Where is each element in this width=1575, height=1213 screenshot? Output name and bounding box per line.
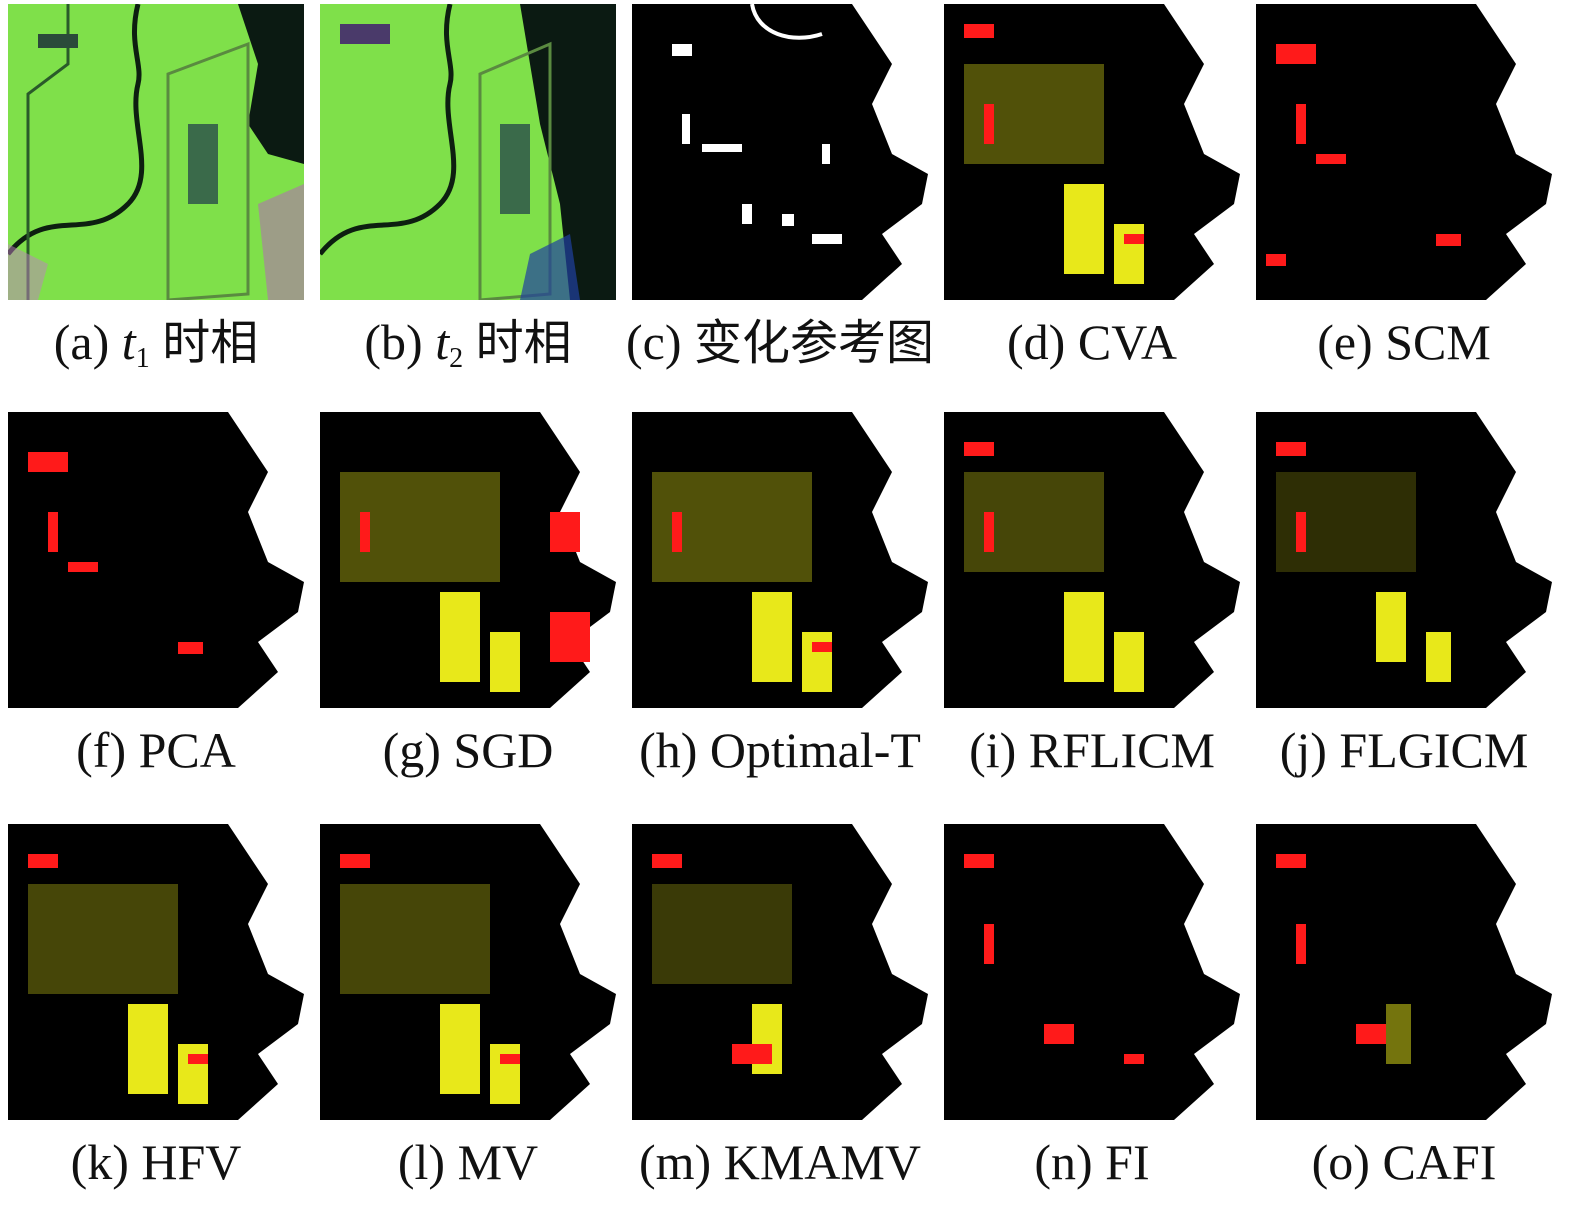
panel-h-caption: (h) Optimal-T (616, 720, 944, 780)
result-map-cafi (1256, 824, 1552, 1120)
panel-title: 时相 (162, 315, 259, 371)
panel-label: (g) (382, 722, 441, 778)
change-reference-map (632, 4, 928, 300)
panel-title: KMAMV (723, 1134, 921, 1190)
panel-label: (c) (625, 314, 682, 370)
result-map-mv (320, 824, 616, 1120)
result-map-kmamv (632, 824, 928, 1120)
panel-title: 变化参考图 (693, 315, 934, 371)
panel-b-caption: (b) t2 时相 (304, 312, 632, 373)
panel-title: SCM (1385, 314, 1491, 370)
panel-d-caption: (d) CVA (928, 312, 1256, 372)
panel-title: SGD (453, 722, 554, 778)
panel-title: CAFI (1382, 1134, 1497, 1190)
panel-label: (n) (1034, 1134, 1093, 1190)
time-variable: t (435, 314, 450, 370)
panel-label: (h) (639, 722, 698, 778)
panel-label: (d) (1007, 314, 1066, 370)
panel-label: (o) (1311, 1134, 1370, 1190)
result-map-cva (944, 4, 1240, 300)
satellite-image-t2 (320, 4, 616, 300)
panel-title: RFLICM (1028, 722, 1215, 778)
time-subscript: 1 (135, 343, 150, 374)
time-subscript: 2 (449, 343, 464, 374)
panel-title: CVA (1077, 314, 1177, 370)
satellite-image-t1 (8, 4, 304, 300)
panel-o-caption: (o) CAFI (1240, 1132, 1568, 1192)
panel-label: (i) (969, 722, 1017, 778)
panel-label: (m) (639, 1134, 712, 1190)
panel-title: FI (1105, 1134, 1150, 1190)
result-map-hfv (8, 824, 304, 1120)
time-variable: t (121, 314, 136, 370)
panel-title: Optimal-T (709, 722, 921, 778)
panel-i-caption: (i) RFLICM (928, 720, 1256, 780)
panel-label: (a) (53, 314, 110, 370)
panel-label: (f) (76, 722, 127, 778)
panel-label: (e) (1317, 314, 1373, 370)
panel-title: FLGICM (1339, 722, 1529, 778)
panel-a-caption: (a) t1 时相 (0, 312, 320, 373)
panel-label: (k) (70, 1134, 129, 1190)
result-map-optimal-t (632, 412, 928, 708)
result-map-scm (1256, 4, 1552, 300)
result-map-pca (8, 412, 304, 708)
panel-c-caption: (c) 变化参考图 (616, 312, 944, 373)
panel-k-caption: (k) HFV (0, 1132, 320, 1192)
panel-title: HFV (141, 1134, 242, 1190)
panel-l-caption: (l) MV (304, 1132, 632, 1192)
panel-g-caption: (g) SGD (304, 720, 632, 780)
panel-label: (b) (364, 314, 423, 370)
result-map-rflicm (944, 412, 1240, 708)
panel-title: PCA (138, 722, 236, 778)
panel-label: (l) (397, 1134, 446, 1190)
panel-e-caption: (e) SCM (1240, 312, 1568, 372)
panel-n-caption: (n) FI (928, 1132, 1256, 1192)
result-map-flgicm (1256, 412, 1552, 708)
result-map-fi (944, 824, 1240, 1120)
panel-f-caption: (f) PCA (0, 720, 320, 780)
panel-m-caption: (m) KMAMV (616, 1132, 944, 1192)
panel-title: 时相 (475, 315, 572, 371)
result-map-sgd (320, 412, 616, 708)
panel-title: MV (457, 1134, 539, 1190)
panel-j-caption: (j) FLGICM (1240, 720, 1568, 780)
panel-label: (j) (1279, 722, 1327, 778)
